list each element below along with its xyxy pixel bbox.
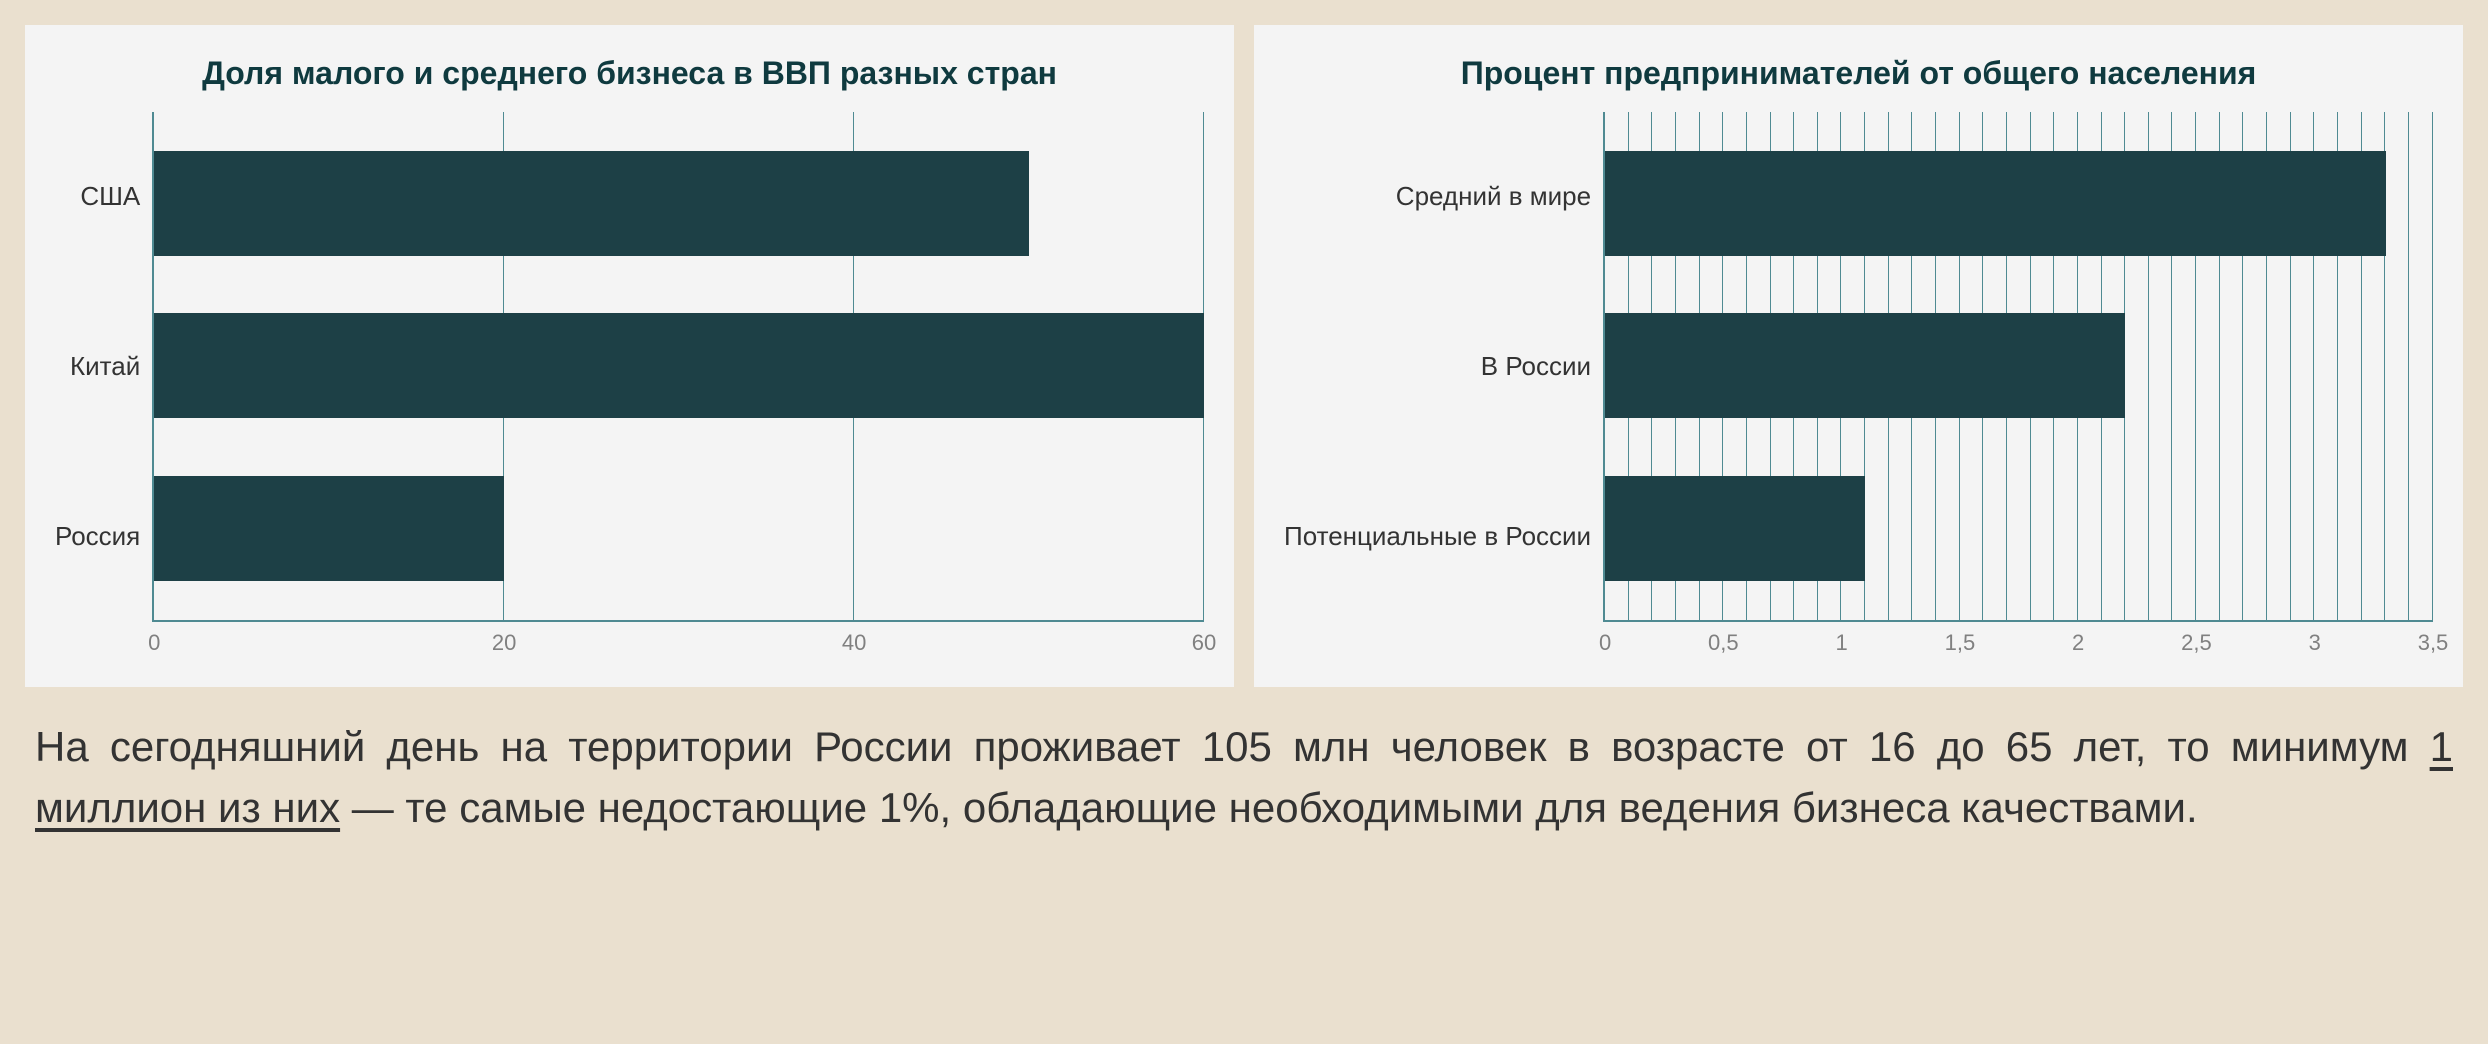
bar [154, 313, 1204, 418]
y-axis-label: В России [1284, 352, 1591, 382]
page-wrap: Доля малого и среднего бизнеса в ВВП раз… [25, 25, 2463, 839]
chart-left-title: Доля малого и среднего бизнеса в ВВП раз… [55, 55, 1204, 92]
x-axis-tick: 0 [148, 630, 160, 656]
chart-right-title: Процент предпринимателей от общего насел… [1284, 55, 2433, 92]
chart-left-y-labels: США Китай Россия [55, 112, 152, 662]
x-axis-tick: 3 [2309, 630, 2321, 656]
x-axis-tick: 40 [842, 630, 866, 656]
chart-right-y-labels: Средний в мире В России Потенциальные в Ро… [1284, 112, 1603, 662]
x-axis-tick: 60 [1192, 630, 1216, 656]
caption-pre: На сегодняшний день на территории России… [35, 723, 2430, 770]
bar [1605, 151, 2386, 256]
x-axis-tick: 2 [2072, 630, 2084, 656]
y-axis-label: Средний в мире [1284, 182, 1591, 212]
x-axis-tick: 0,5 [1708, 630, 1739, 656]
chart-left-body: США Китай Россия 0204060 [55, 112, 1204, 662]
chart-left-plot: 0204060 [152, 112, 1204, 622]
chart-left-panel: Доля малого и среднего бизнеса в ВВП раз… [25, 25, 1234, 687]
x-axis-tick: 20 [492, 630, 516, 656]
y-axis-label: Россия [55, 522, 140, 552]
caption-text: На сегодняшний день на территории России… [25, 717, 2463, 839]
x-axis-tick: 3,5 [2418, 630, 2449, 656]
chart-right-body: Средний в мире В России Потенциальные в Ро… [1284, 112, 2433, 662]
caption-post: — те самые недостающие 1%, обладающие не… [340, 784, 2198, 831]
chart-right-panel: Процент предпринимателей от общего насел… [1254, 25, 2463, 687]
chart-left-bars [154, 112, 1204, 620]
bar [1605, 476, 1865, 581]
chart-right-bars [1605, 112, 2433, 620]
chart-right-xticks: 00,511,522,533,5 [1605, 630, 2433, 660]
bar [154, 151, 1029, 256]
y-axis-label: США [55, 182, 140, 212]
x-axis-tick: 1,5 [1945, 630, 1976, 656]
bar [1605, 313, 2125, 418]
charts-row: Доля малого и среднего бизнеса в ВВП раз… [25, 25, 2463, 687]
y-axis-label: Потенциальные в России [1284, 522, 1591, 552]
x-axis-tick: 2,5 [2181, 630, 2212, 656]
x-axis-tick: 1 [1836, 630, 1848, 656]
chart-left-xticks: 0204060 [154, 630, 1204, 660]
bar [154, 476, 504, 581]
x-axis-tick: 0 [1599, 630, 1611, 656]
y-axis-label: Китай [55, 352, 140, 382]
chart-right-plot: 00,511,522,533,5 [1603, 112, 2433, 622]
